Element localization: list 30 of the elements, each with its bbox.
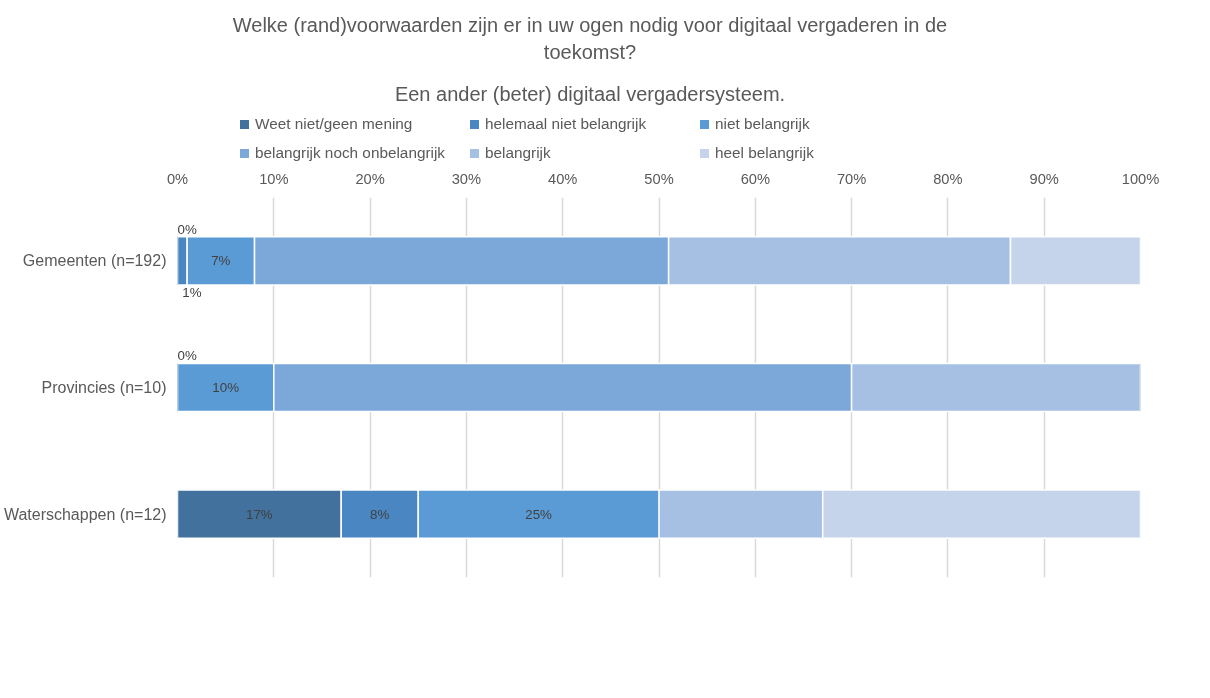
x-tick-label: 50% (644, 170, 674, 187)
data-label: 1% (182, 284, 202, 300)
legend-label: Weet niet/geen mening (254, 113, 414, 134)
x-tick-label: 20% (355, 170, 385, 187)
y-tick-label: Waterschappen (n=12) (3, 505, 167, 523)
y-tick-label: Gemeenten (n=192) (22, 252, 167, 270)
legend-label: heel belangrijk (714, 142, 815, 163)
data-label: 17% (246, 506, 273, 522)
x-tick-label: 0% (166, 170, 189, 187)
legend-label: helemaal niet belangrijk (484, 113, 648, 134)
data-label: 25% (525, 506, 553, 522)
legend-label: niet belangrijk (714, 113, 811, 134)
x-tick-label: 40% (548, 170, 578, 187)
x-tick-label: 80% (933, 170, 963, 187)
x-tick-label: 60% (740, 170, 770, 187)
x-tick-label: 30% (451, 170, 482, 187)
data-label: 8% (370, 506, 390, 522)
legend-label: belangrijk (484, 142, 552, 163)
data-label: 10% (212, 379, 240, 395)
legend-label: belangrijk noch onbelangrijk (254, 142, 447, 163)
y-tick-label: Provincies (n=10) (41, 378, 167, 396)
chart-subtitle: Een ander (beter) digitaal vergadersysteem. (393, 82, 787, 107)
data-label: 0% (177, 221, 197, 237)
chart-title: Welke (rand)voorwaarden zijn er in uw ogen nodig voor digitaal vergaderen in de toekomst? (231, 13, 949, 65)
data-label: 0% (177, 348, 197, 364)
x-tick-label: 90% (1029, 170, 1059, 187)
x-tick-label: 100% (1121, 170, 1160, 187)
data-label: 7% (211, 253, 231, 269)
x-tick-label: 10% (259, 170, 289, 187)
x-tick-label: 70% (836, 170, 867, 187)
